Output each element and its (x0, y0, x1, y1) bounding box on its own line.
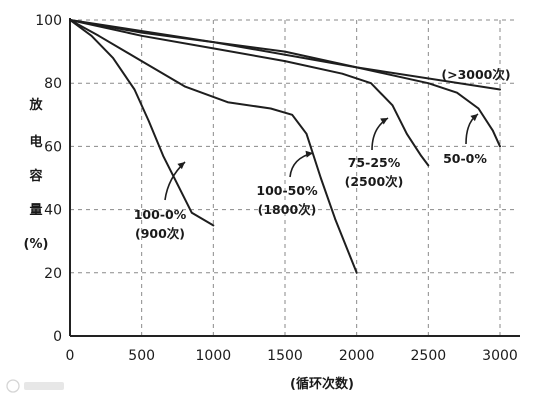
series-annotation-2: 100-50% (1800次) (256, 183, 318, 217)
series-point (334, 218, 336, 220)
series-point (477, 107, 480, 110)
annotation-arrowhead (305, 150, 313, 158)
series-lines (69, 19, 501, 274)
annotation-arrowhead (380, 118, 388, 125)
series-point (492, 129, 494, 132)
series-point (162, 155, 164, 157)
series-point (226, 101, 229, 103)
series-point (212, 47, 215, 50)
series-annotation-line: 100-50% (256, 183, 318, 198)
series-point (291, 114, 293, 116)
annotation-arrowhead (177, 162, 185, 170)
series-annotations: 100-0% (900次) 100-50% (1800次) 75-25% (2500次) 5… (134, 67, 511, 241)
series-annotation-line: (>3000次) (441, 67, 510, 82)
y-tick-label: 80 (44, 76, 62, 92)
annotation-arrow (465, 113, 479, 145)
series-annotation-line: (900次) (135, 226, 185, 241)
y-tick-label: 100 (35, 13, 62, 29)
series-line-1 (69, 19, 215, 227)
series-point (305, 132, 308, 135)
annotation-arrowhead (470, 114, 478, 122)
series-point (284, 60, 286, 62)
series-point (499, 88, 501, 91)
series-point (176, 183, 179, 186)
series-annotation-4: 50-0% (443, 151, 487, 166)
x-tick-label: 0 (66, 348, 75, 364)
y-tick-label: 20 (44, 266, 62, 282)
series-point (269, 107, 272, 110)
x-tick-label: 2000 (339, 348, 375, 364)
series-point (355, 66, 358, 69)
y-tick-label: 0 (53, 329, 62, 345)
x-tick-label: 1500 (267, 348, 303, 364)
y-axis-title-char: 容 (28, 168, 42, 184)
y-tick-label: 40 (44, 203, 62, 219)
series-point (320, 177, 322, 179)
grid-lines (70, 19, 518, 336)
series-point (140, 35, 143, 37)
series-annotation-1: 100-0% (900次) (134, 207, 187, 241)
series-point (140, 60, 143, 62)
y-axis-title-char: (%) (24, 237, 49, 252)
series-point (427, 164, 430, 167)
x-tick-label: 1000 (196, 348, 232, 364)
series-line-3 (69, 19, 430, 167)
y-axis-title: 放 电 容 量 (%) (24, 97, 49, 252)
series-point (183, 85, 186, 88)
series-annotation-line: 50-0% (443, 151, 487, 166)
y-axis-title-char: 放 (28, 97, 43, 113)
series-point (370, 82, 372, 84)
series-point (97, 35, 100, 37)
series-point (212, 41, 215, 43)
series-point (391, 104, 394, 107)
series-annotation-line: 75-25% (348, 155, 401, 170)
series-point (406, 132, 408, 135)
series-point (69, 19, 71, 21)
series-point (341, 72, 344, 75)
series-annotation-line: 100-0% (134, 207, 187, 222)
y-tick-label: 60 (44, 139, 62, 155)
series-point (499, 145, 501, 148)
series-point (191, 211, 193, 214)
annotation-arrow (289, 152, 314, 178)
series-point (140, 31, 143, 34)
axes (69, 18, 520, 337)
series-point (212, 224, 215, 227)
series-point (148, 120, 150, 122)
series-point (90, 35, 93, 37)
y-axis-title-char: 电 (29, 134, 42, 150)
series-line-5 (69, 19, 501, 91)
series-annotation-5: (>3000次) (441, 67, 510, 82)
y-axis-title-char: 量 (29, 203, 42, 218)
series-point (112, 57, 114, 59)
series-point (456, 91, 458, 94)
x-tick-label: 2500 (411, 348, 447, 364)
watermark-logo (6, 379, 64, 393)
series-point (284, 50, 286, 53)
series-point (133, 88, 136, 91)
series-point (420, 155, 422, 157)
series-point (427, 82, 430, 84)
annotation-arrow (371, 117, 389, 151)
x-tick-label: 3000 (482, 348, 518, 364)
series-annotation-line: (2500次) (345, 174, 404, 189)
series-point (355, 272, 358, 274)
series-annotation-line: (1800次) (258, 202, 317, 217)
series-annotation-3: 75-25% (2500次) (345, 155, 404, 189)
x-tick-label: 500 (128, 348, 155, 364)
x-axis-title: (循环次数) (290, 376, 354, 392)
